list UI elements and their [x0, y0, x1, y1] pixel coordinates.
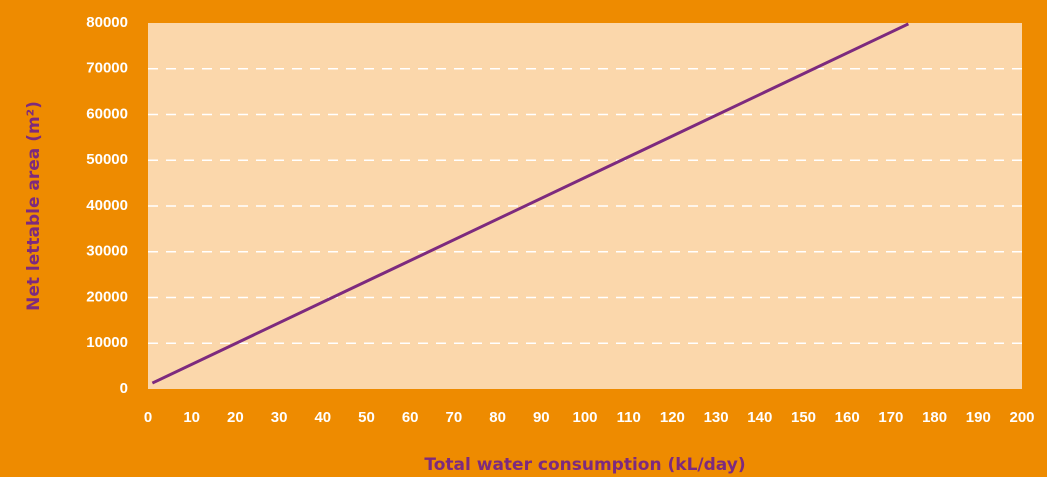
y-tick-label: 0	[120, 380, 128, 397]
x-tick-label: 160	[835, 409, 860, 426]
x-tick-label: 170	[878, 409, 903, 426]
x-tick-label: 60	[402, 409, 419, 426]
x-tick-label: 150	[791, 409, 816, 426]
x-tick-label: 80	[489, 409, 506, 426]
x-tick-label: 190	[966, 409, 991, 426]
y-tick-label: 20000	[86, 288, 128, 305]
x-tick-label: 110	[617, 409, 641, 426]
x-tick-label: 10	[183, 409, 200, 426]
x-tick-label: 140	[747, 409, 772, 426]
x-tick-label: 30	[271, 409, 288, 426]
x-tick-label: 20	[227, 409, 244, 426]
x-tick-label: 0	[144, 409, 152, 426]
y-tick-label: 50000	[86, 151, 128, 168]
x-tick-label: 90	[533, 409, 550, 426]
x-tick-label: 120	[660, 409, 685, 426]
x-tick-label: 200	[1009, 409, 1034, 426]
x-tick-label: 100	[572, 409, 597, 426]
y-tick-label: 80000	[86, 14, 128, 31]
y-tick-label: 30000	[86, 243, 128, 260]
x-tick-label: 40	[314, 409, 331, 426]
x-tick-label: 180	[922, 409, 947, 426]
data-line	[151, 22, 910, 385]
x-tick-label: 130	[704, 409, 729, 426]
y-tick-label: 70000	[86, 60, 128, 77]
x-tick-label: 70	[446, 409, 463, 426]
x-tick-label: 50	[358, 409, 375, 426]
x-axis-title: Total water consumption (kL/day)	[424, 455, 745, 475]
y-tick-label: 60000	[86, 105, 128, 122]
y-axis-title: Net lettable area (m²)	[24, 101, 44, 311]
y-tick-label: 10000	[86, 334, 128, 351]
y-tick-label: 40000	[86, 197, 128, 214]
